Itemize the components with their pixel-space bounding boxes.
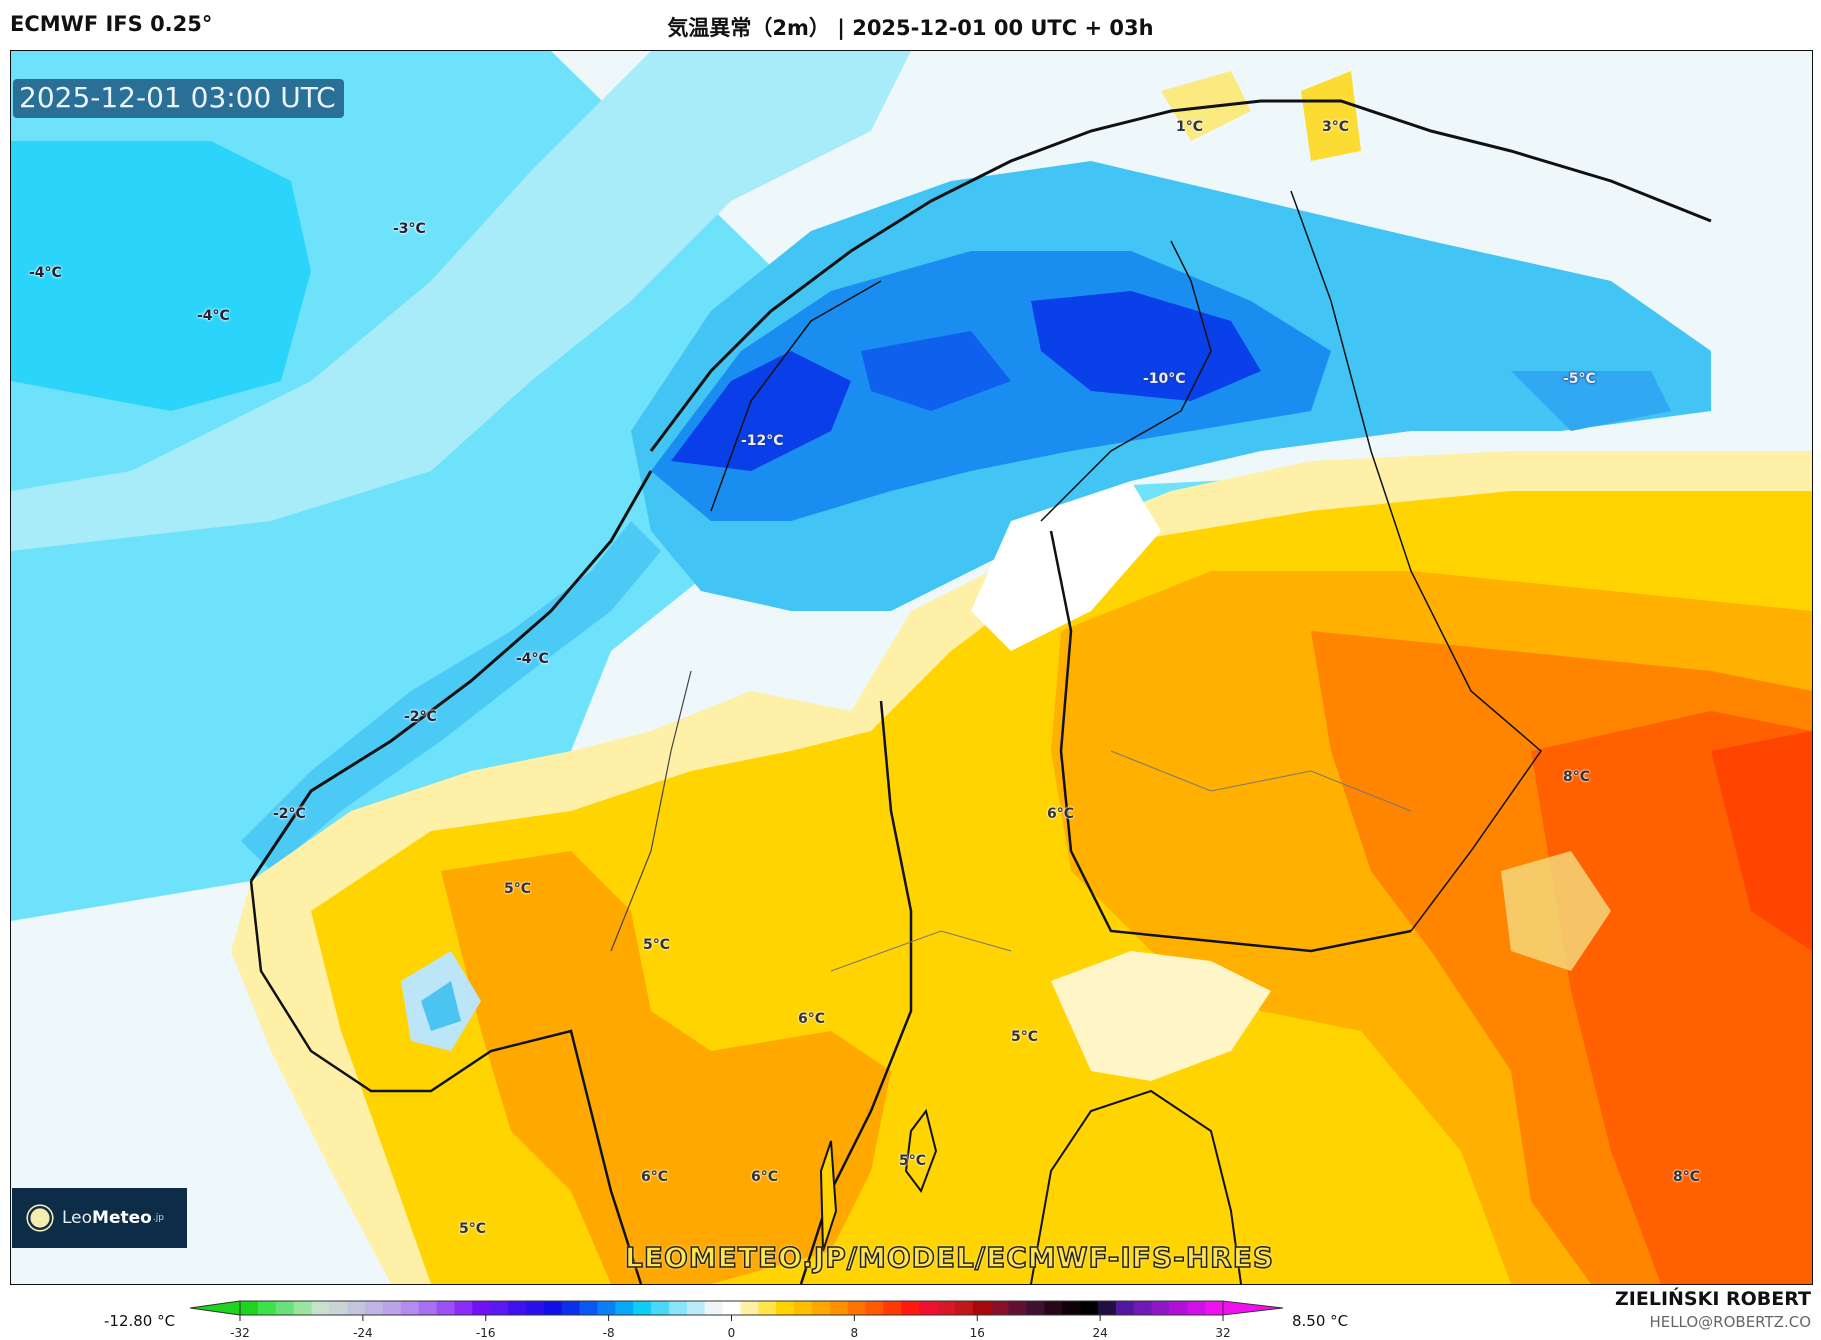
- logo-text-light: Leo: [62, 1208, 93, 1228]
- contour-label: 8°C: [1563, 769, 1591, 785]
- contour-label: 5°C: [643, 937, 671, 953]
- anomaly-field: [11, 51, 1812, 1284]
- valid-time-badge: 2025-12-01 03:00 UTC: [13, 79, 344, 118]
- colorbar: [189, 1300, 1284, 1321]
- contour-label: -10°C: [1143, 371, 1186, 387]
- contour-label: 5°C: [899, 1153, 927, 1169]
- model-name: ECMWF IFS 0.25°: [10, 12, 213, 36]
- contour-label: 6°C: [751, 1169, 779, 1185]
- logo-text-bold: Meteo: [92, 1208, 152, 1228]
- contour-label: -2°C: [404, 709, 437, 725]
- contour-label: 5°C: [1011, 1029, 1039, 1045]
- contour-label: -3°C: [393, 221, 426, 237]
- contour-label: 8°C: [1673, 1169, 1701, 1185]
- contour-label: 5°C: [459, 1221, 487, 1237]
- contour-label: -5°C: [1563, 371, 1596, 387]
- author-name: ZIELIŃSKI ROBERT: [1615, 1288, 1811, 1310]
- contour-label: -4°C: [197, 308, 230, 324]
- contour-label: -4°C: [29, 265, 62, 281]
- sun-icon: [30, 1208, 50, 1228]
- contour-label: -2°C: [273, 806, 306, 822]
- colorbar-tick-label: 16: [969, 1326, 985, 1340]
- contour-label: 5°C: [504, 881, 532, 897]
- contour-label: -4°C: [516, 651, 549, 667]
- colorbar-tick-label: -8: [602, 1326, 615, 1340]
- logo-suffix: .jp: [152, 1213, 164, 1223]
- chart-title: 気温異常（2m） | 2025-12-01 00 UTC + 03h: [667, 16, 1154, 40]
- colorbar-tick-label: 24: [1092, 1326, 1108, 1340]
- author-email[interactable]: HELLO@ROBERTZ.CO: [1649, 1313, 1811, 1331]
- map-panel: 2025-12-01 03:00 UTC -3°C -4°C -4°C -12°C -1…: [10, 50, 1813, 1285]
- contour-label: 1°C: [1176, 119, 1204, 135]
- contour-label: 6°C: [641, 1169, 669, 1185]
- colorbar-min-value: -12.80 °C: [104, 1312, 176, 1330]
- model-url-watermark: LEOMETEO.JP/MODEL/ECMWF-IFS-HRES: [624, 1240, 1275, 1275]
- leometeo-logo[interactable]: Leo Meteo .jp: [12, 1188, 187, 1248]
- colorbar-tick-label: 32: [1215, 1326, 1231, 1340]
- colorbar-tick-label: -16: [475, 1326, 496, 1340]
- contour-label: 3°C: [1322, 119, 1350, 135]
- contour-label: 6°C: [798, 1011, 826, 1027]
- colorbar-tick-label: -24: [353, 1326, 373, 1340]
- contour-label: 6°C: [1047, 806, 1075, 822]
- colorbar-max-value: 8.50 °C: [1292, 1312, 1349, 1330]
- colorbar-tick-label: 0: [727, 1326, 736, 1340]
- colorbar-tick-label: -32: [230, 1326, 250, 1340]
- colorbar-tick-label: 8: [850, 1326, 859, 1340]
- contour-label: -12°C: [741, 433, 784, 449]
